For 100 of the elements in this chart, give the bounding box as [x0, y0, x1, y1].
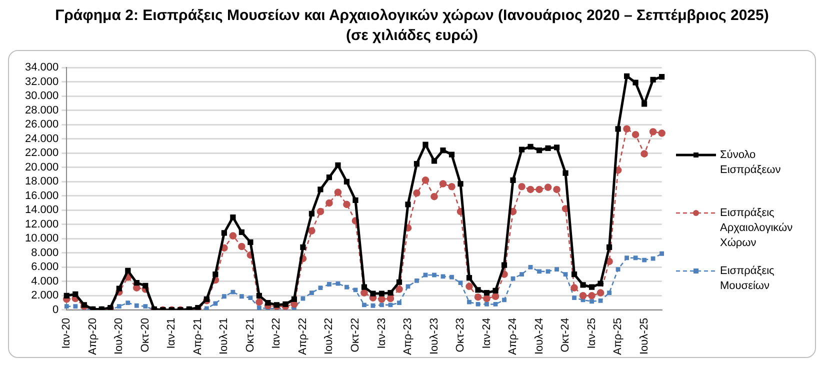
point — [537, 269, 542, 274]
point — [336, 281, 340, 286]
x-tick-label: Ιαν-23 — [376, 318, 388, 349]
x-tick-label: Ιαν-20 — [60, 318, 73, 349]
point — [423, 272, 428, 278]
point — [554, 267, 559, 272]
x-tick-label: Οκτ-21 — [244, 318, 256, 352]
point — [598, 298, 603, 303]
point — [450, 274, 454, 280]
x-tick-label: Ιουλ-22 — [323, 318, 336, 355]
y-tick-label: 18.000 — [24, 176, 59, 188]
x-tick-label: Οκτ-20 — [139, 318, 152, 352]
point — [642, 258, 646, 262]
x-tick-label: Ιαν-25 — [586, 318, 598, 349]
point — [126, 300, 130, 305]
point — [230, 290, 236, 294]
point — [64, 304, 69, 309]
point — [484, 302, 489, 306]
x-tick-label: Απρ-21 — [192, 318, 204, 356]
y-tick-label: 0 — [52, 304, 59, 316]
point — [493, 302, 498, 306]
point — [502, 298, 506, 302]
point — [650, 256, 656, 261]
point — [414, 278, 419, 283]
point — [310, 290, 314, 296]
y-tick-label: 24.000 — [24, 132, 59, 145]
y-tick-label: 14.000 — [24, 204, 59, 216]
point — [327, 282, 332, 286]
point — [116, 304, 122, 309]
x-tick-label: Ιαν-22 — [270, 318, 283, 349]
point — [563, 272, 568, 276]
point — [607, 290, 612, 296]
y-tick-label: 28.000 — [24, 104, 59, 116]
x-tick-label: Απρ-22 — [296, 318, 309, 356]
y-tick-label: 4.000 — [31, 275, 59, 288]
x-tick-label: Απρ-20 — [86, 318, 99, 356]
point — [660, 251, 664, 256]
x-tick-label: Ιουλ-25 — [638, 318, 650, 355]
point — [528, 264, 533, 270]
x-tick-label: Ιαν-21 — [166, 318, 178, 349]
point — [406, 284, 410, 289]
point — [510, 276, 516, 281]
point — [143, 304, 148, 309]
x-tick-label: Οκτ-22 — [350, 318, 362, 352]
point — [318, 286, 323, 290]
point — [432, 272, 436, 278]
point — [344, 284, 349, 290]
x-tick-label: Ιαν-24 — [480, 318, 493, 349]
legend-label: Εισπράξεις Αρχαιολογικών Χώρων — [720, 206, 794, 251]
point — [134, 303, 139, 308]
point — [380, 302, 384, 308]
point — [590, 299, 594, 304]
point — [222, 294, 226, 299]
point — [633, 256, 638, 260]
y-tick-label: 10.000 — [24, 232, 59, 245]
y-tick-label: 22.000 — [24, 147, 59, 160]
x-tick-label: Οκτ-23 — [454, 318, 467, 352]
point — [476, 302, 480, 306]
chart-subtitle: (σε χιλιάδες ευρώ) — [344, 26, 480, 46]
point — [440, 274, 446, 279]
x-tick-label: Ιουλ-21 — [218, 318, 230, 355]
y-tick-label: 32.000 — [24, 76, 59, 88]
y-tick-label: 30.000 — [24, 90, 59, 102]
x-tick-label: Απρ-25 — [612, 318, 624, 356]
y-tick-label: 16.000 — [24, 190, 59, 202]
y-tick-label: 8.000 — [31, 246, 59, 259]
x-tick-label: Ιουλ-23 — [428, 318, 440, 355]
point — [370, 303, 376, 308]
point — [239, 294, 244, 299]
x-tick-label: Ιουλ-24 — [533, 318, 546, 355]
y-tick-label: 34.000 — [24, 62, 59, 74]
legend-label: Σύνολο Εισπράξεων — [720, 148, 782, 178]
point — [388, 302, 393, 308]
y-tick-label: 20.000 — [24, 161, 59, 174]
point — [572, 296, 576, 300]
x-tick-label: Οκτ-24 — [560, 318, 572, 352]
x-tick-label: Απρ-24 — [507, 318, 520, 356]
point — [520, 272, 524, 276]
x-tick-label: Ιουλ-20 — [113, 318, 126, 355]
point — [397, 300, 402, 305]
point — [467, 300, 472, 304]
y-tick-label: 2.000 — [31, 290, 59, 302]
y-tick-label: 6.000 — [31, 261, 59, 274]
point — [616, 267, 620, 272]
point — [546, 269, 550, 274]
point — [248, 296, 253, 300]
point — [300, 296, 306, 301]
point — [624, 256, 629, 260]
point — [362, 302, 366, 308]
point — [353, 288, 358, 292]
chart-title: Γράφημα 2: Εισπράξεις Μουσείων και Αρχαιολογικών χώρων (Ιανουάριος 2020 – Σεπτέμβριος 2025) — [54, 6, 770, 26]
y-tick-label: 12.000 — [24, 218, 59, 230]
y-tick-label: 26.000 — [24, 118, 59, 131]
legend-label: Εισπράξεις Μουσείων — [720, 264, 776, 294]
point — [73, 304, 78, 309]
point — [458, 280, 463, 286]
point — [204, 306, 209, 310]
point — [213, 301, 218, 306]
point — [256, 306, 262, 310]
x-tick-label: Απρ-23 — [402, 318, 414, 356]
